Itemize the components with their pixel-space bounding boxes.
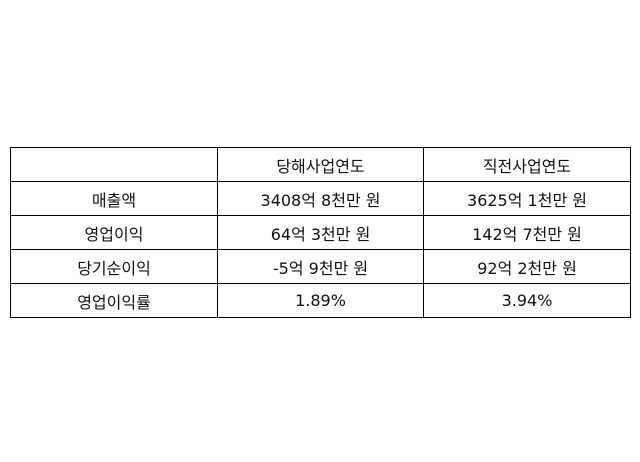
table-row: 영업이익률 1.89% 3.94% <box>10 283 631 318</box>
cell-current: 1.89% <box>217 283 424 318</box>
table-row: 매출액 3408억 8천만 원 3625억 1천만 원 <box>10 181 631 216</box>
row-label: 영업이익 <box>10 215 218 250</box>
row-label: 매출액 <box>10 181 218 216</box>
cell-previous: 3625억 1천만 원 <box>423 181 631 216</box>
header-previous-year: 직전사업연도 <box>423 147 631 182</box>
header-empty <box>10 147 218 182</box>
cell-current: -5억 9천만 원 <box>217 249 424 284</box>
cell-previous: 92억 2천만 원 <box>423 249 631 284</box>
row-label: 당기순이익 <box>10 249 218 284</box>
header-current-year: 당해사업연도 <box>217 147 424 182</box>
cell-current: 3408억 8천만 원 <box>217 181 424 216</box>
header-row: 당해사업연도 직전사업연도 <box>10 147 631 182</box>
cell-previous: 3.94% <box>423 283 631 318</box>
financial-comparison-table: 당해사업연도 직전사업연도 매출액 3408억 8천만 원 3625억 1천만 … <box>10 147 631 318</box>
table-row: 당기순이익 -5억 9천만 원 92억 2천만 원 <box>10 249 631 284</box>
row-label: 영업이익률 <box>10 283 218 318</box>
cell-current: 64억 3천만 원 <box>217 215 424 250</box>
table-row: 영업이익 64억 3천만 원 142억 7천만 원 <box>10 215 631 250</box>
cell-previous: 142억 7천만 원 <box>423 215 631 250</box>
